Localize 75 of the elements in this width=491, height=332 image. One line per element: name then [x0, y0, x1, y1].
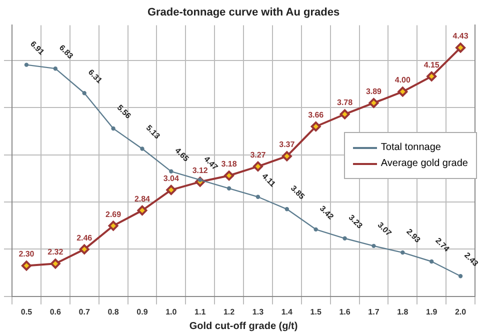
data-label: 2.69 — [105, 210, 122, 219]
data-label: 2.46 — [76, 233, 93, 242]
x-tick-label: 0.7 — [78, 307, 90, 316]
point — [458, 274, 463, 278]
point — [372, 244, 376, 248]
data-label: 3.37 — [279, 140, 296, 150]
data-label: 3.07 — [376, 220, 394, 238]
data-label: 3.12 — [192, 166, 208, 175]
point — [226, 186, 232, 190]
point — [82, 91, 86, 96]
point — [140, 146, 144, 151]
x-tick-label: 0.9 — [136, 307, 148, 316]
chart-title: Grade-tonnage curve with Au grades — [147, 6, 340, 19]
x-tick-label: 1.4 — [281, 307, 294, 316]
x-tick-label: 1.7 — [368, 307, 380, 316]
point — [426, 71, 437, 82]
data-label: 2.43 — [462, 250, 480, 268]
x-tick-label: 0.6 — [50, 307, 62, 316]
point — [108, 220, 118, 231]
data-label: 2.30 — [18, 250, 35, 259]
point — [310, 122, 321, 132]
data-label: 6.83 — [57, 43, 76, 61]
data-label: 3.89 — [366, 86, 382, 96]
x-tick-label: 1.1 — [194, 307, 206, 316]
point — [111, 126, 116, 131]
x-tick-label: 1.3 — [252, 307, 264, 316]
legend-label: Total tonnage — [380, 142, 441, 153]
point — [166, 184, 176, 195]
point — [284, 207, 290, 212]
data-label: 4.11 — [260, 172, 278, 190]
x-tick-label: 1.6 — [339, 307, 351, 316]
x-tick-label: 1.0 — [166, 307, 178, 316]
data-label: 4.43 — [452, 32, 469, 41]
point — [169, 169, 174, 174]
point — [340, 109, 350, 120]
data-label: 3.85 — [288, 184, 307, 202]
point — [21, 260, 32, 271]
data-label: 3.04 — [163, 174, 180, 183]
point — [50, 258, 60, 269]
point — [252, 161, 263, 172]
data-label: 3.18 — [221, 160, 238, 169]
point — [137, 205, 148, 216]
data-label: 3.78 — [336, 98, 354, 108]
point — [398, 86, 408, 97]
data-label: 6.91 — [28, 39, 46, 58]
x-tick-label: 1.8 — [397, 307, 409, 316]
point — [456, 42, 466, 53]
point — [429, 259, 434, 264]
point — [224, 170, 234, 181]
data-label: 4.15 — [424, 60, 440, 70]
data-label: 2.84 — [134, 194, 151, 204]
x-tick-label: 1.9 — [426, 307, 438, 316]
data-label: 2.32 — [48, 248, 64, 257]
x-tick-label: 0.5 — [20, 307, 33, 316]
x-tick-label: 0.8 — [108, 307, 120, 316]
point — [24, 62, 29, 67]
data-label: 3.27 — [250, 150, 266, 160]
point — [314, 227, 318, 232]
data-label: 2.74 — [434, 236, 452, 254]
data-label: 4.65 — [173, 146, 191, 164]
x-tick-label: 1.2 — [223, 307, 236, 316]
point — [282, 151, 292, 162]
legend-label: Average gold grade — [380, 158, 468, 169]
x-tick-label: 1.5 — [310, 307, 322, 316]
point — [368, 98, 379, 108]
point — [256, 194, 260, 199]
point — [79, 244, 90, 254]
data-label: 3.66 — [308, 110, 324, 120]
point — [400, 250, 405, 255]
data-label: 4.00 — [394, 76, 411, 85]
x-tick-label: 2.0 — [454, 307, 467, 316]
point — [342, 236, 347, 240]
data-label: 2.93 — [404, 227, 422, 245]
x-axis-title: Gold cut-off grade (g/t) — [189, 320, 298, 332]
point — [53, 66, 58, 71]
